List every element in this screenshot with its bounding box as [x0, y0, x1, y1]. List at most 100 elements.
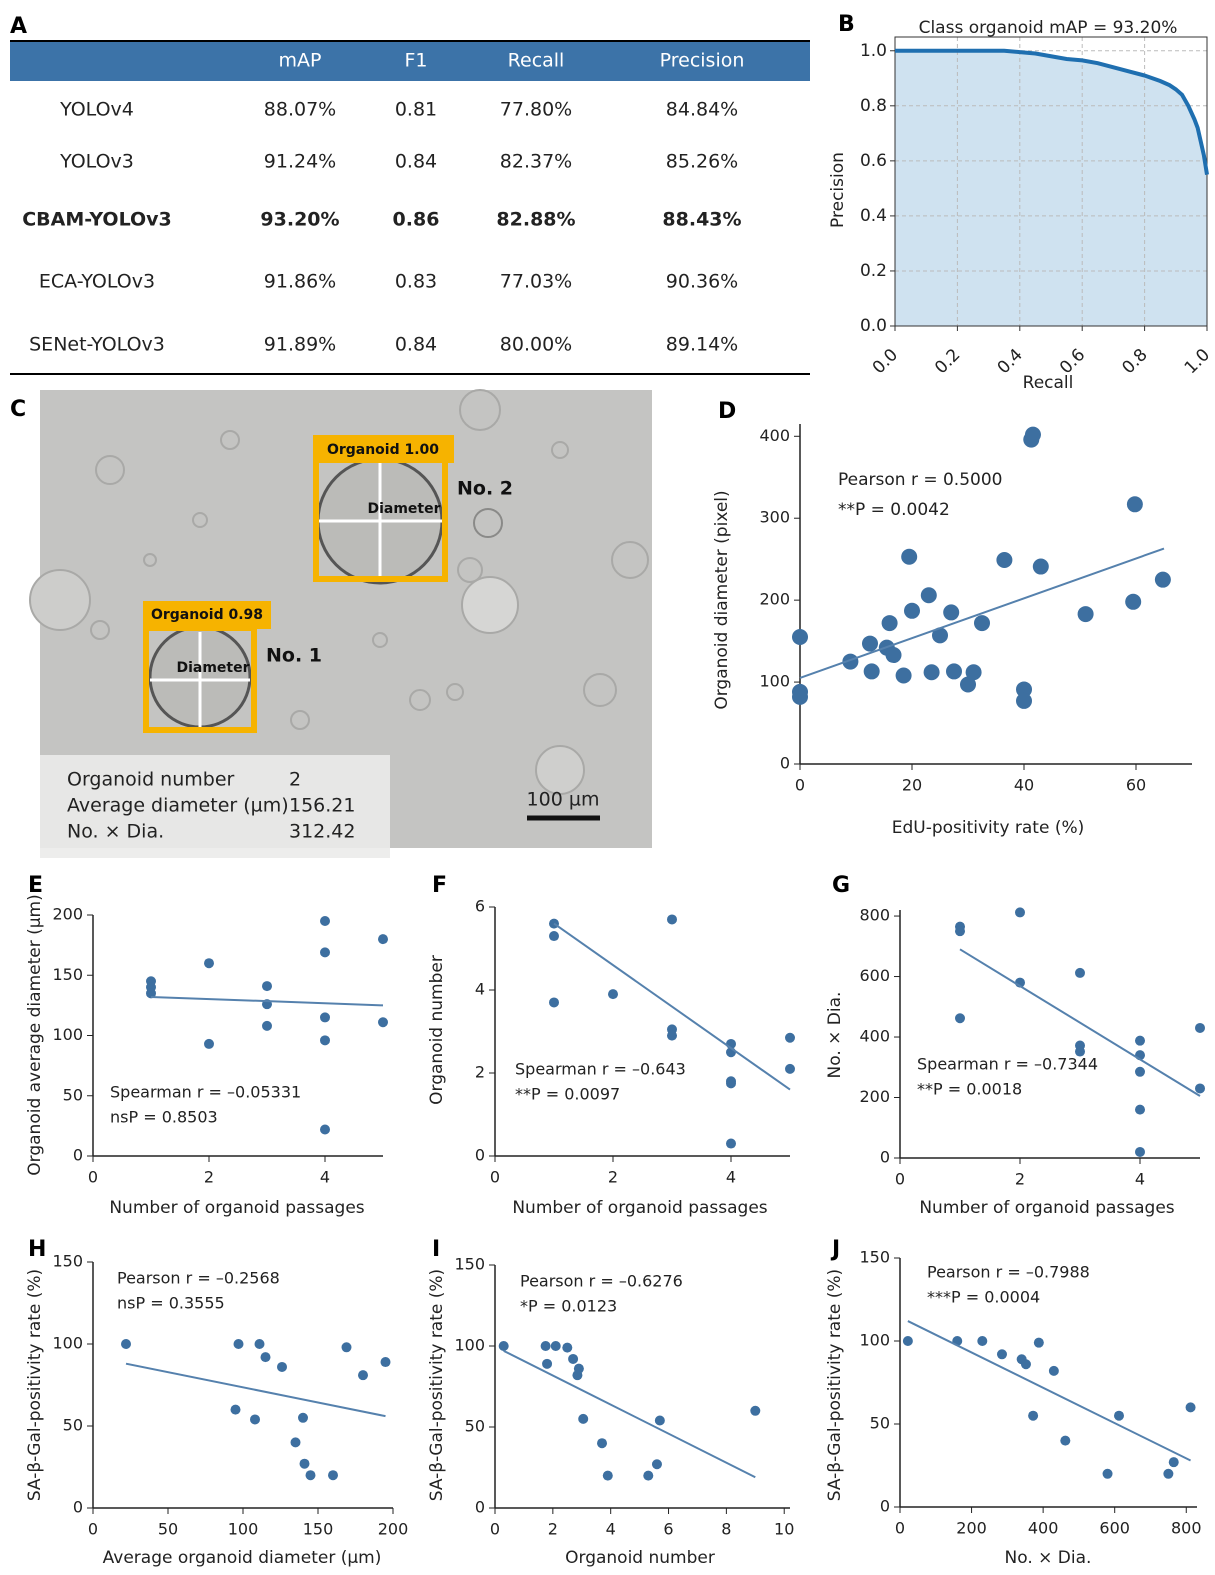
- x-axis-label: EdU-positivity rate (%): [892, 818, 1085, 838]
- data-point: [597, 1438, 608, 1449]
- row-name: YOLOv4: [59, 99, 134, 121]
- x-tick-label: 800: [1171, 1519, 1202, 1538]
- data-point: [233, 1339, 244, 1349]
- data-point: [1126, 496, 1143, 513]
- data-point: [204, 958, 214, 969]
- scale-bar-label: 100 µm: [527, 789, 600, 811]
- data-point: [885, 647, 902, 664]
- y-tick-label: 150: [454, 1255, 485, 1274]
- data-point: [378, 934, 388, 945]
- table-cell: 0.83: [395, 271, 437, 293]
- data-point: [320, 916, 330, 927]
- panel-label: A: [10, 14, 27, 39]
- annotation: nsP = 0.3555: [117, 1294, 225, 1313]
- annotation: Spearman r = –0.643: [515, 1060, 686, 1079]
- data-point: [726, 1138, 736, 1149]
- data-point: [1024, 426, 1041, 443]
- table-cell: 82.88%: [496, 209, 575, 231]
- data-point: [651, 1459, 662, 1470]
- background-cells: [29, 389, 649, 795]
- detection-tag: Organoid 1.00: [327, 442, 439, 458]
- data-point: [904, 602, 920, 619]
- x-tick-label: 50: [158, 1520, 178, 1539]
- data-point: [750, 1405, 761, 1416]
- y-tick-label: 100: [759, 672, 790, 691]
- data-point: [923, 664, 940, 681]
- annotation: *P = 0.0123: [520, 1297, 617, 1316]
- data-point: [380, 1357, 391, 1368]
- y-tick-label: 50: [870, 1414, 890, 1433]
- annotation: Pearson r = –0.6276: [520, 1272, 683, 1291]
- y-tick-label: 100: [52, 1025, 83, 1044]
- y-tick-label: 4: [475, 980, 485, 999]
- data-point: [277, 1361, 287, 1372]
- x-tick-label: 2: [204, 1168, 214, 1187]
- annotation: Spearman r = –0.7344: [917, 1055, 1098, 1074]
- table-cell: 0.81: [395, 99, 437, 121]
- y-tick-label: 0: [475, 1498, 485, 1517]
- data-point: [328, 1470, 338, 1481]
- data-point: [299, 1458, 310, 1469]
- summary-label: Organoid number: [67, 769, 235, 791]
- summary-label: No. × Dia.: [67, 821, 164, 843]
- data-point: [1113, 1410, 1124, 1421]
- data-point: [550, 1341, 561, 1351]
- x-tick-label: 0: [795, 776, 805, 795]
- x-axis-label: Organoid number: [565, 1548, 715, 1568]
- fit-line: [503, 1349, 756, 1479]
- data-point: [974, 615, 990, 632]
- y-axis-label: Organoid number: [427, 955, 447, 1105]
- y-axis-label: Organoid average diameter (µm): [25, 894, 45, 1175]
- data-point: [1195, 1083, 1205, 1094]
- data-point: [1016, 681, 1032, 698]
- chart-title: Class organoid mAP = 93.20%: [919, 18, 1178, 38]
- data-point: [1195, 1022, 1205, 1033]
- table-cell: 93.20%: [260, 209, 339, 231]
- data-point: [204, 1038, 214, 1049]
- y-axis-label: Precision: [828, 152, 848, 228]
- detection-tag-band: [143, 601, 271, 629]
- data-point: [1135, 1066, 1145, 1077]
- y-tick-label: 800: [859, 906, 890, 925]
- table-cell: 0.86: [393, 209, 440, 231]
- data-point: [549, 997, 559, 1008]
- y-tick-label: 200: [759, 590, 790, 609]
- data-point: [996, 552, 1013, 568]
- panel-label: E: [28, 873, 43, 898]
- x-axis-label: No. × Dia.: [1005, 1548, 1092, 1568]
- x-tick-label: 0: [895, 1170, 905, 1189]
- fit-line: [150, 995, 384, 1007]
- data-point: [955, 1013, 965, 1024]
- area-fill: [895, 50, 1207, 327]
- data-point: [863, 663, 880, 680]
- data-point: [578, 1413, 589, 1424]
- y-tick-label: 0.2: [860, 261, 887, 281]
- y-axis-label: No. × Dia.: [825, 992, 845, 1079]
- y-tick-label: 0.6: [860, 151, 887, 171]
- data-point: [654, 1415, 665, 1426]
- table-cell: 85.26%: [666, 151, 738, 173]
- table-cell: 84.84%: [666, 99, 738, 121]
- y-tick-label: 300: [759, 508, 790, 527]
- table-cell: 77.03%: [500, 271, 572, 293]
- data-point: [250, 1414, 260, 1425]
- y-tick-label: 2: [475, 1063, 485, 1082]
- y-tick-label: 0: [780, 754, 790, 773]
- x-tick-label: 150: [303, 1520, 334, 1539]
- data-point: [920, 587, 937, 604]
- x-axis-label: Recall: [1023, 373, 1074, 393]
- x-tick-label: 0: [88, 1520, 98, 1539]
- x-tick-label: 400: [1028, 1519, 1059, 1538]
- x-axis-label: Number of organoid passages: [919, 1198, 1174, 1218]
- x-tick-label: 4: [320, 1168, 330, 1187]
- y-tick-label: 100: [52, 1334, 83, 1353]
- y-axis-label: SA-β-Gal-positivity rate (%): [825, 1269, 845, 1501]
- y-tick-label: 0.4: [860, 206, 887, 226]
- data-point: [1077, 606, 1094, 623]
- row-name: CBAM-YOLOv3: [22, 209, 172, 231]
- data-point: [305, 1470, 316, 1481]
- measure-label: Diameter: [176, 660, 249, 676]
- x-tick-label: 100: [228, 1520, 259, 1539]
- column-header: F1: [404, 50, 427, 72]
- y-tick-label: 150: [52, 1252, 83, 1271]
